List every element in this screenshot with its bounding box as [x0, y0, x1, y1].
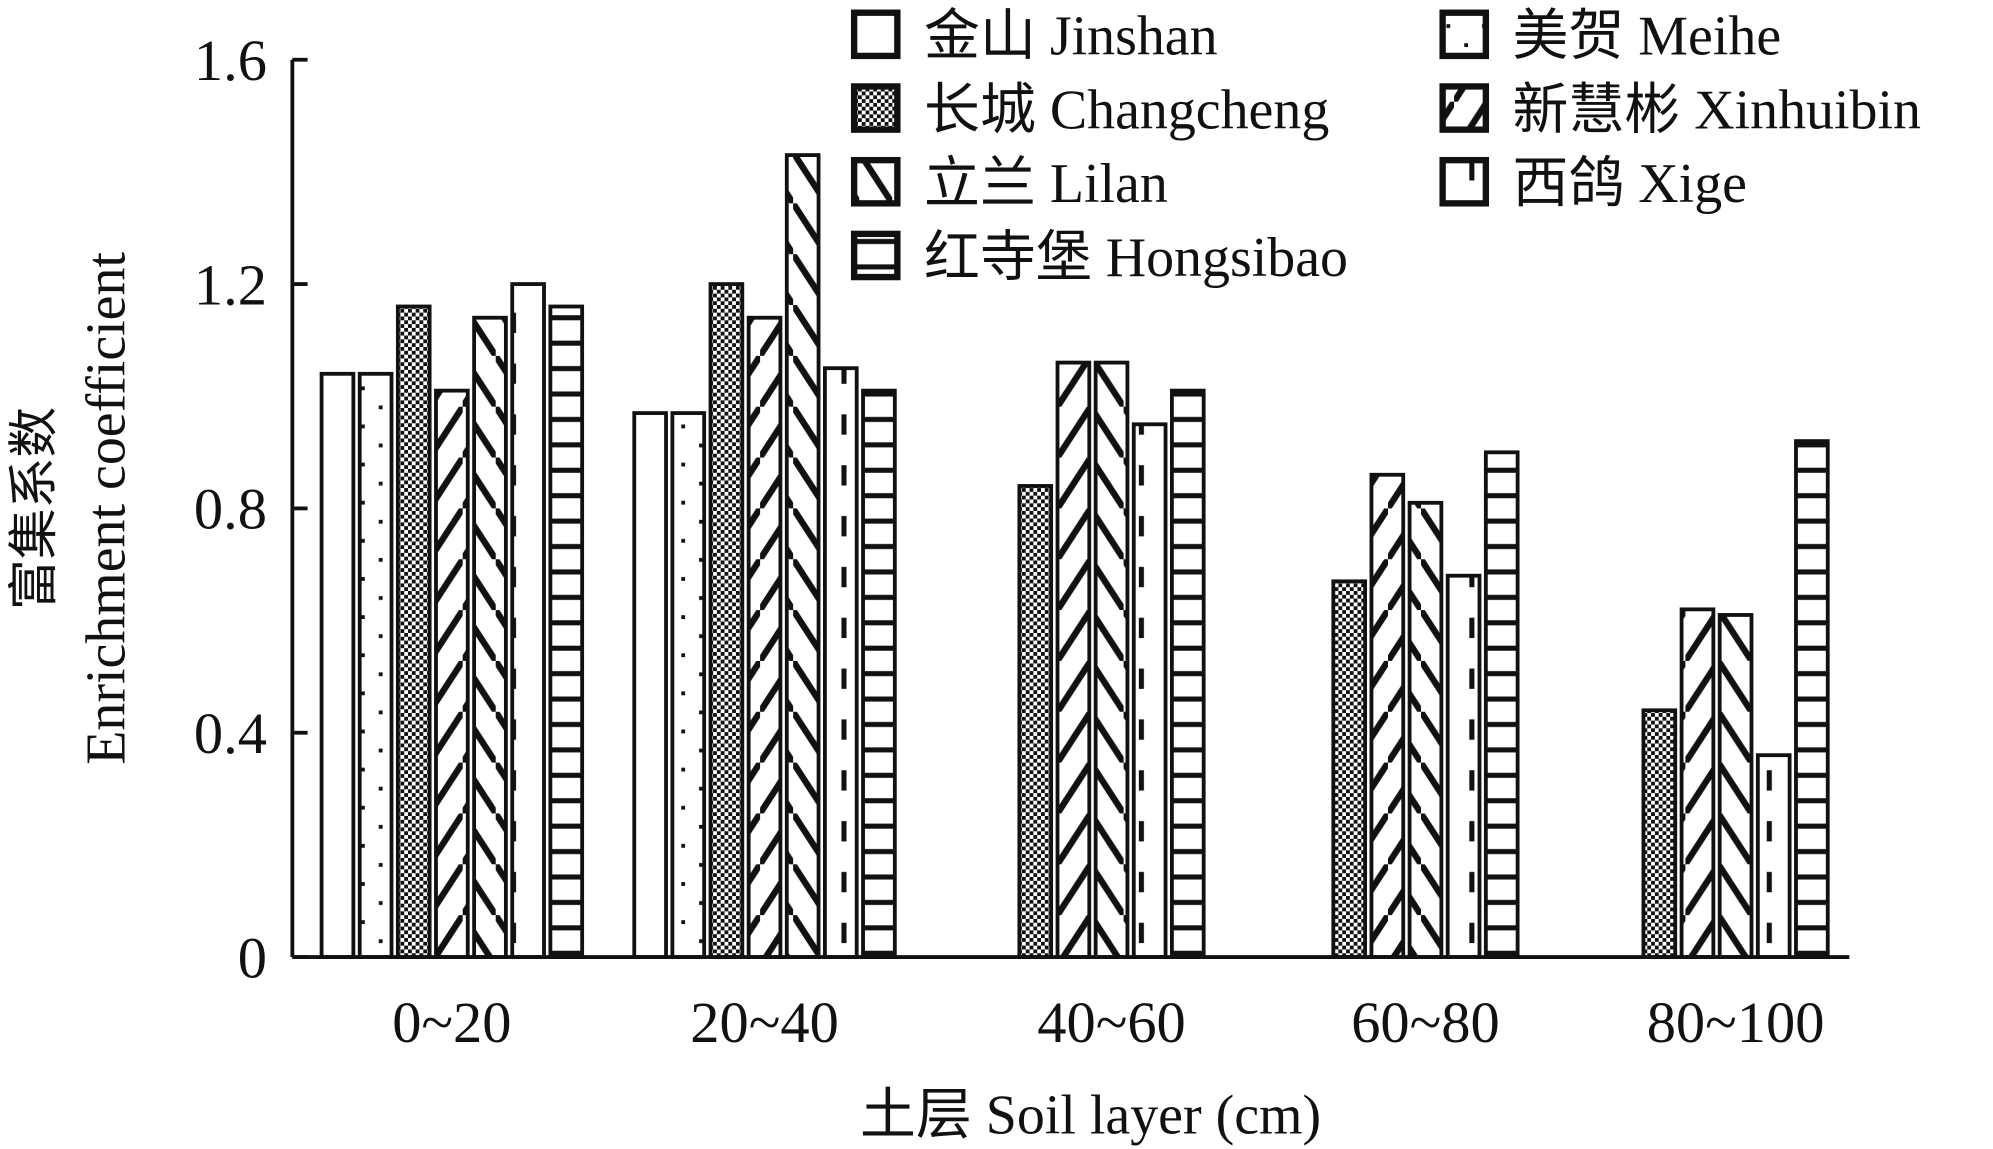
- bar: [395, 304, 432, 959]
- legend-label: 美贺 Meihe: [1513, 6, 1782, 68]
- bar: [319, 371, 356, 959]
- bar: [548, 304, 585, 959]
- x-tick-label: 60~80: [1351, 990, 1500, 1055]
- bar: [1131, 422, 1168, 959]
- y-tick-label: 1.6: [194, 28, 267, 93]
- bar: [1407, 500, 1444, 959]
- bar: [434, 388, 470, 959]
- y-tick-label: 1.2: [194, 252, 267, 317]
- legend-label: 红寺堡 Hongsibao: [924, 227, 1348, 289]
- y-tick-label: 0: [238, 925, 267, 990]
- legend-item: 美贺 Meihe: [1439, 6, 1782, 68]
- legend-item: 红寺堡 Hongsibao: [850, 227, 1348, 289]
- bar: [357, 371, 394, 959]
- bar: [1169, 388, 1206, 959]
- y-tick-label: 0.8: [194, 477, 267, 542]
- bar: [632, 411, 668, 959]
- legend-swatch: [850, 83, 901, 133]
- legend-label: 长城 Changcheng: [924, 79, 1329, 141]
- bar: [1331, 579, 1368, 959]
- legend-item: 新慧彬 Xinhuibin: [1439, 79, 1921, 141]
- legend-item: 长城 Changcheng: [850, 79, 1329, 141]
- bar: [510, 282, 546, 959]
- legend-label: 西鸽 Xige: [1513, 153, 1747, 215]
- legend-item: 金山 Jinshan: [850, 6, 1218, 68]
- legend-swatch: [1439, 156, 1490, 207]
- x-axis-label: 土层 Soil layer (cm): [860, 1085, 1321, 1147]
- bar: [1641, 708, 1678, 959]
- bar: [670, 411, 707, 959]
- bar: [472, 315, 508, 959]
- y-axis-label-cn: 富集系数: [6, 407, 62, 610]
- bar: [1755, 753, 1792, 959]
- legend-swatch: [1439, 9, 1490, 60]
- legend-item: 西鸽 Xige: [1439, 153, 1747, 215]
- bar: [1055, 360, 1092, 959]
- bar: [1679, 607, 1716, 959]
- legend-label: 立兰 Lilan: [924, 153, 1168, 215]
- legend-swatch: [1439, 83, 1490, 133]
- y-tick-label: 0.4: [194, 701, 267, 766]
- x-tick-label: 40~60: [1037, 990, 1186, 1055]
- legend-swatch: [850, 156, 901, 207]
- bar: [1093, 360, 1130, 959]
- bar: [708, 282, 745, 959]
- bar: [823, 366, 859, 959]
- bar: [1369, 472, 1406, 959]
- x-tick-label: 0~20: [392, 990, 511, 1055]
- legend-item: 立兰 Lilan: [850, 153, 1168, 215]
- bar: [784, 153, 821, 959]
- x-tick-label: 20~40: [690, 990, 839, 1055]
- bar: [861, 388, 897, 959]
- bar: [1445, 573, 1482, 959]
- bar: [746, 315, 783, 959]
- legend-swatch: [850, 230, 901, 281]
- bar: [1017, 484, 1054, 959]
- legend-label: 新慧彬 Xinhuibin: [1513, 79, 1921, 141]
- x-tick-label: 80~100: [1647, 990, 1825, 1055]
- legend-swatch: [850, 9, 901, 60]
- bar: [1794, 439, 1830, 959]
- bar: [1483, 450, 1520, 959]
- legend-label: 金山 Jinshan: [924, 6, 1218, 68]
- bar: [1717, 613, 1754, 959]
- y-axis-label: Enrichment coefficient: [76, 252, 138, 765]
